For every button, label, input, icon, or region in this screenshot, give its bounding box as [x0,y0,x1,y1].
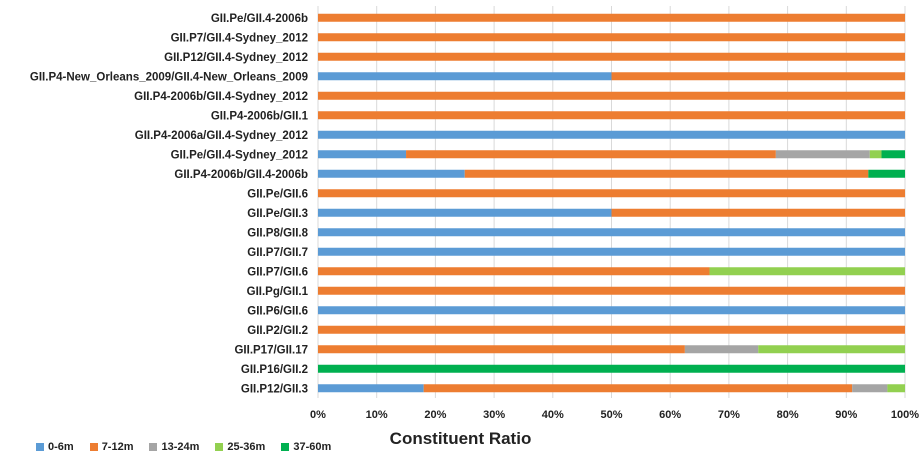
bar-segment-0-6m [318,72,612,81]
bar-segment-25-36m [887,384,905,393]
x-tick-label: 80% [777,409,799,421]
x-tick-label: 50% [600,409,622,421]
legend-label: 13-24m [161,441,200,453]
bar-segment-0-6m [318,208,612,217]
bar-segment-7-12m [318,286,905,295]
category-label: GII.P7/GII.7 [247,247,308,259]
category-label: GII.P17/GII.17 [234,344,308,356]
x-axis-title: Constituent Ratio [389,429,532,448]
category-labels: GII.Pe/GII.4-2006b GII.P7/GII.4-Sydney_20… [30,13,309,396]
x-tick-label: 90% [835,409,857,421]
legend-item: 37-60m [281,441,331,453]
bar-segment-13-24m [852,384,888,393]
bar-segment-7-12m [318,91,905,100]
x-tick-label: 30% [483,409,505,421]
bar-segment-37-60m [318,364,905,373]
category-label: GII.P2/GII.2 [247,325,308,337]
legend-label: 25-36m [227,441,266,453]
legend-swatch [36,443,44,451]
x-tick-label: 60% [659,409,681,421]
bar-segment-0-6m [318,169,465,178]
bar-segment-7-12m [611,208,905,217]
bar-segment-0-6m [318,306,905,315]
bar-segment-25-36m [869,150,882,159]
bar-segment-7-12m [611,72,905,81]
legend-item: 13-24m [149,441,199,453]
category-label: GII.Pe/GII.4-Sydney_2012 [171,149,308,161]
category-label: GII.P4-2006b/GII.4-Sydney_2012 [134,91,308,103]
category-label: GII.P7/GII.6 [247,266,308,278]
bar-segment-0-6m [318,384,424,393]
bar-segment-0-6m [318,228,905,237]
legend-swatch [149,443,158,451]
legend-item: 0-6m [36,441,74,453]
category-label: GII.P4-New_Orleans_2009/GII.4-New_Orlean… [30,71,308,83]
x-tick-label: 10% [366,409,388,421]
category-label: GII.Pg/GII.1 [247,286,309,298]
bar-segment-13-24m [775,150,870,159]
legend: 0-6m 7-12m 13-24m 25-36m 37-60m [36,441,331,453]
legend-swatch [89,443,98,451]
bar-segment-25-36m [758,345,905,354]
category-label: GII.P8/GII.8 [247,227,308,239]
category-label: GII.P7/GII.4-Sydney_2012 [171,32,308,44]
bar-segment-7-12m [318,13,905,22]
category-label: GII.P4-2006a/GII.4-Sydney_2012 [135,130,308,142]
bar-segment-7-12m [318,189,905,198]
legend-item: 7-12m [89,441,134,453]
legend-swatch [215,443,224,451]
x-tick-label: 20% [424,409,446,421]
legend-label: 0-6m [48,441,74,453]
category-label: GII.Pe/GII.3 [247,208,308,220]
bar-segment-7-12m [318,345,685,354]
gridlines [317,6,906,398]
category-label: GII.P4-2006b/GII.4-2006b [174,169,308,181]
bar-segment-7-12m [318,325,905,334]
x-tick-label: 100% [891,409,919,421]
bar-segment-37-60m [881,150,905,159]
bar-segment-7-12m [318,267,710,276]
bar-segment-0-6m [318,130,905,139]
bar-series [318,13,905,393]
category-label: GII.P12/GII.4-Sydney_2012 [164,52,308,64]
x-tick-label: 40% [542,409,564,421]
bar-segment-7-12m [318,33,905,42]
bar-segment-25-36m [709,267,905,276]
category-label: GII.Pe/GII.4-2006b [211,13,308,25]
bar-segment-7-12m [318,111,905,120]
x-tick-label: 0% [310,409,326,421]
legend-label: 7-12m [101,441,134,453]
bar-segment-7-12m [423,384,853,393]
category-label: GII.Pe/GII.6 [247,188,308,200]
bar-segment-37-60m [868,169,905,178]
bar-segment-7-12m [406,150,776,159]
bar-segment-0-6m [318,247,905,256]
bar-segment-7-12m [318,52,905,61]
x-tick-label: 70% [718,409,740,421]
x-tick-labels: 0% 10% 20% 30% 40% 50% 60% 70% 80% 90% 100% [310,409,919,421]
legend-swatch [281,443,290,451]
category-label: GII.P6/GII.6 [247,305,308,317]
legend-label: 37-60m [293,441,332,453]
legend-item: 25-36m [215,441,265,453]
bar-segment-13-24m [684,345,759,354]
category-label: GII.P4-2006b/GII.1 [211,110,309,122]
category-label: GII.P12/GII.3 [241,383,308,395]
bar-segment-0-6m [318,150,407,159]
category-label: GII.P16/GII.2 [241,364,308,376]
bar-segment-7-12m [464,169,869,178]
stacked-bar-chart: GII.Pe/GII.4-2006b GII.P7/GII.4-Sydney_20… [30,6,919,421]
